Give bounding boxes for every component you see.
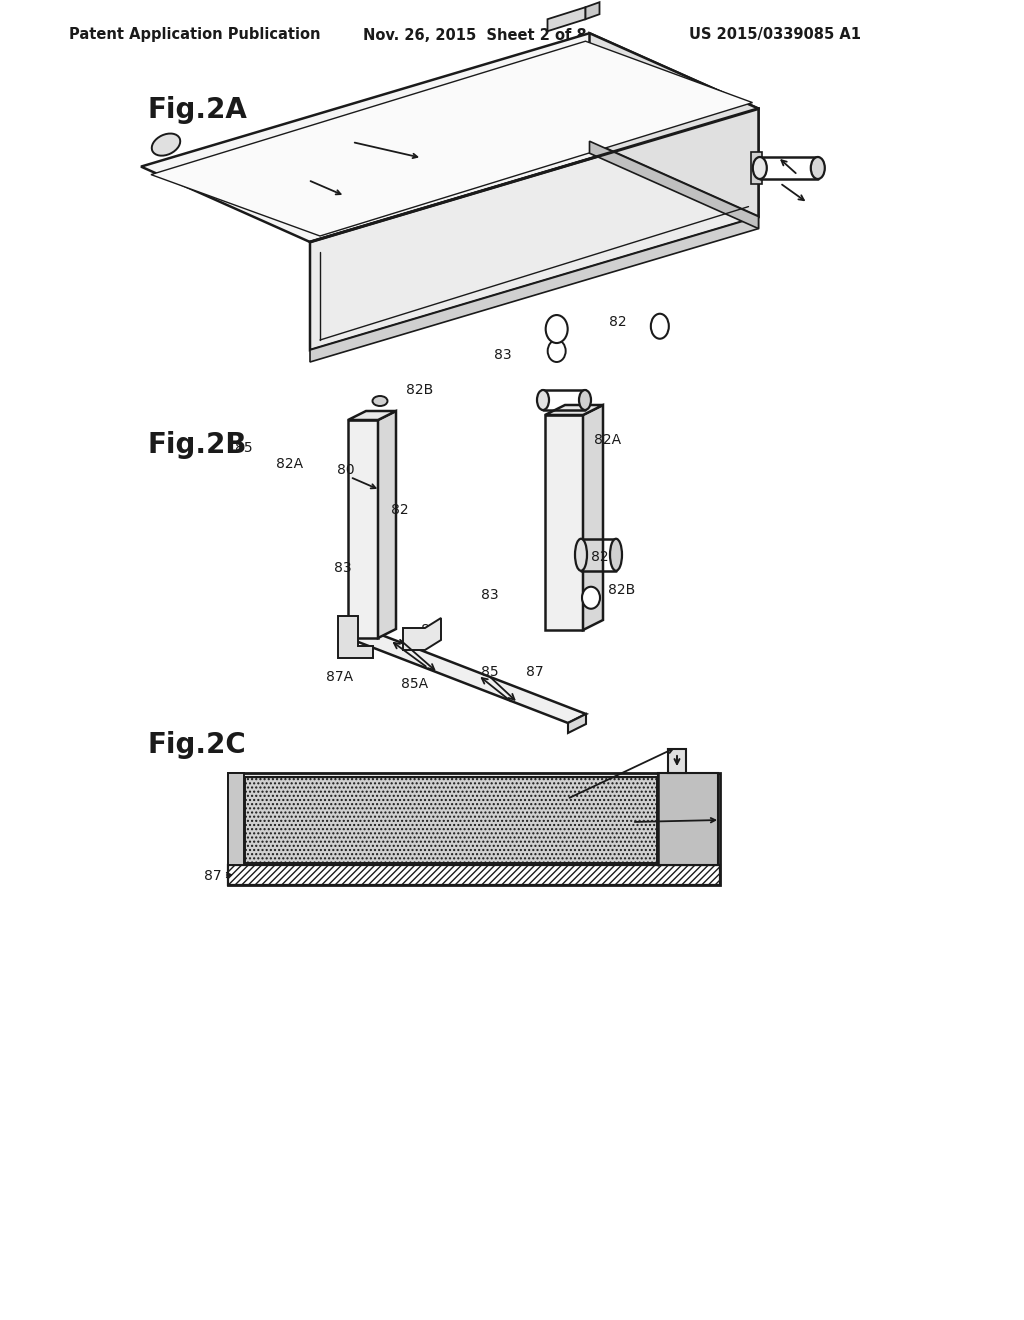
Ellipse shape bbox=[651, 314, 669, 339]
Ellipse shape bbox=[537, 389, 549, 411]
Text: 85: 85 bbox=[236, 441, 253, 455]
Text: 85A: 85A bbox=[475, 240, 505, 256]
Polygon shape bbox=[348, 630, 586, 723]
Polygon shape bbox=[586, 3, 599, 20]
Text: 85A: 85A bbox=[426, 788, 454, 803]
Text: 82A: 82A bbox=[595, 433, 622, 447]
Text: 87: 87 bbox=[421, 623, 439, 638]
Text: 87: 87 bbox=[526, 665, 544, 678]
Text: Fig.2A: Fig.2A bbox=[148, 96, 248, 124]
Ellipse shape bbox=[582, 587, 600, 609]
Polygon shape bbox=[545, 405, 603, 414]
Text: 82A: 82A bbox=[276, 457, 303, 471]
Text: 85: 85 bbox=[481, 665, 499, 678]
Ellipse shape bbox=[546, 315, 567, 343]
Bar bbox=[668, 748, 686, 774]
Ellipse shape bbox=[575, 539, 587, 570]
Text: Nov. 26, 2015  Sheet 2 of 8: Nov. 26, 2015 Sheet 2 of 8 bbox=[364, 28, 587, 42]
Ellipse shape bbox=[610, 539, 622, 570]
Polygon shape bbox=[348, 420, 378, 638]
Text: 82: 82 bbox=[609, 315, 627, 329]
Text: 86: 86 bbox=[527, 153, 545, 168]
Polygon shape bbox=[338, 616, 373, 657]
Polygon shape bbox=[310, 216, 759, 362]
Text: 82A: 82A bbox=[658, 203, 685, 216]
Text: Fig.2B: Fig.2B bbox=[148, 432, 248, 459]
Ellipse shape bbox=[548, 341, 565, 362]
Text: 87A: 87A bbox=[327, 671, 353, 684]
Polygon shape bbox=[545, 414, 583, 630]
Polygon shape bbox=[348, 411, 396, 420]
Text: 82: 82 bbox=[391, 503, 409, 517]
Text: 82: 82 bbox=[591, 550, 609, 564]
Polygon shape bbox=[310, 108, 759, 350]
Text: 82B: 82B bbox=[608, 583, 636, 597]
Polygon shape bbox=[151, 41, 753, 236]
Text: 87A: 87A bbox=[632, 814, 658, 829]
Ellipse shape bbox=[373, 396, 387, 407]
Text: 80: 80 bbox=[346, 128, 364, 143]
Text: 82B: 82B bbox=[407, 383, 433, 397]
Text: 85: 85 bbox=[291, 165, 309, 180]
Polygon shape bbox=[141, 33, 759, 242]
Text: US 2015/0339085 A1: US 2015/0339085 A1 bbox=[689, 28, 861, 42]
Text: 85A: 85A bbox=[401, 677, 429, 690]
Polygon shape bbox=[568, 714, 586, 733]
Polygon shape bbox=[403, 618, 441, 649]
Ellipse shape bbox=[811, 157, 824, 180]
Bar bbox=[228, 774, 720, 884]
Text: 83: 83 bbox=[334, 561, 352, 576]
Text: Fig.2C: Fig.2C bbox=[148, 731, 247, 759]
Polygon shape bbox=[583, 405, 603, 630]
Bar bbox=[228, 774, 244, 865]
Polygon shape bbox=[590, 141, 759, 228]
Bar bbox=[245, 777, 657, 863]
Bar bbox=[658, 774, 718, 865]
Text: 86: 86 bbox=[566, 785, 584, 800]
Ellipse shape bbox=[152, 133, 180, 156]
Polygon shape bbox=[378, 411, 396, 638]
Polygon shape bbox=[751, 152, 762, 183]
Text: Patent Application Publication: Patent Application Publication bbox=[70, 28, 321, 42]
Text: 80: 80 bbox=[337, 463, 354, 477]
Bar bbox=[228, 865, 720, 884]
Text: 87: 87 bbox=[205, 869, 222, 883]
Ellipse shape bbox=[753, 157, 767, 180]
Text: 85: 85 bbox=[360, 821, 380, 837]
Text: 87A: 87A bbox=[592, 145, 618, 158]
Text: 83: 83 bbox=[495, 348, 512, 362]
Polygon shape bbox=[590, 33, 759, 216]
Ellipse shape bbox=[579, 389, 591, 411]
Text: 87: 87 bbox=[289, 198, 307, 213]
Text: 83: 83 bbox=[481, 587, 499, 602]
Polygon shape bbox=[548, 7, 586, 32]
